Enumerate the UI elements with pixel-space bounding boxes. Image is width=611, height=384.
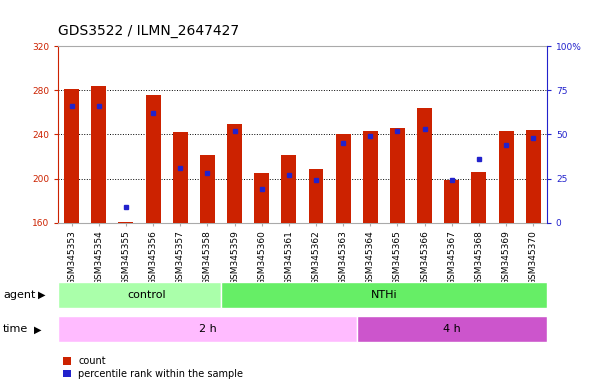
Bar — [417, 108, 432, 223]
Bar — [309, 169, 323, 223]
Bar — [145, 94, 161, 223]
Bar — [444, 180, 459, 223]
Bar — [58, 282, 221, 308]
Bar — [227, 124, 242, 223]
Bar — [200, 156, 215, 223]
Text: time: time — [3, 324, 28, 334]
Bar — [221, 282, 547, 308]
Text: 4 h: 4 h — [443, 324, 461, 334]
Text: GDS3522 / ILMN_2647427: GDS3522 / ILMN_2647427 — [58, 25, 239, 38]
Bar — [390, 128, 405, 223]
Bar — [357, 316, 547, 342]
Bar — [335, 134, 351, 223]
Bar — [282, 156, 296, 223]
Legend: count, percentile rank within the sample: count, percentile rank within the sample — [63, 356, 243, 379]
Bar — [526, 130, 541, 223]
Bar — [119, 222, 133, 223]
Text: ▶: ▶ — [38, 290, 45, 300]
Bar — [499, 131, 514, 223]
Bar — [58, 316, 357, 342]
Bar — [64, 89, 79, 223]
Bar — [363, 131, 378, 223]
Bar — [173, 132, 188, 223]
Text: agent: agent — [3, 290, 35, 300]
Text: control: control — [127, 290, 166, 300]
Text: 2 h: 2 h — [199, 324, 216, 334]
Text: ▶: ▶ — [34, 324, 41, 334]
Bar — [254, 173, 269, 223]
Bar — [472, 172, 486, 223]
Text: NTHi: NTHi — [371, 290, 397, 300]
Bar — [91, 86, 106, 223]
